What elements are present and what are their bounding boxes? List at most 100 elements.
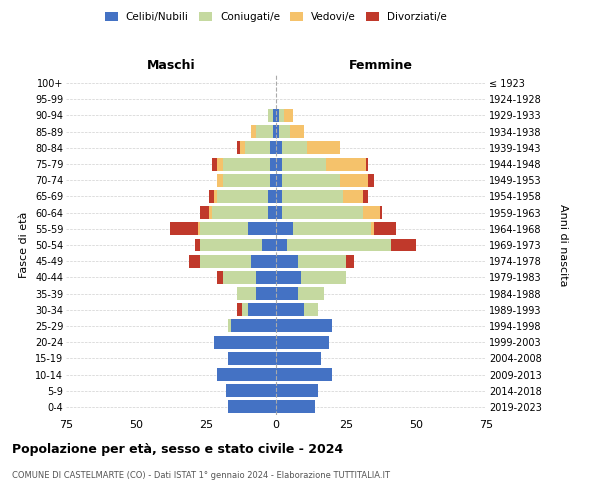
Bar	[276, 190, 281, 203]
Bar	[200, 206, 209, 219]
Bar	[273, 109, 276, 122]
Bar	[189, 254, 200, 268]
Text: Popolazione per età, sesso e stato civile - 2024: Popolazione per età, sesso e stato civil…	[12, 442, 343, 456]
Bar	[276, 142, 281, 154]
Bar	[170, 222, 197, 235]
Bar	[281, 174, 340, 186]
Bar	[371, 222, 374, 235]
Bar	[200, 238, 262, 252]
Bar	[197, 222, 200, 235]
Y-axis label: Anni di nascita: Anni di nascita	[559, 204, 568, 286]
Bar	[217, 174, 223, 186]
Bar	[276, 384, 318, 397]
Bar	[281, 206, 363, 219]
Bar	[276, 400, 315, 413]
Bar	[223, 271, 256, 284]
Bar	[209, 190, 214, 203]
Bar	[217, 271, 223, 284]
Bar	[307, 142, 340, 154]
Bar	[229, 320, 231, 332]
Bar	[229, 400, 276, 413]
Bar	[195, 238, 200, 252]
Bar	[374, 222, 397, 235]
Bar	[223, 158, 271, 170]
Bar	[281, 158, 326, 170]
Bar	[343, 190, 363, 203]
Bar	[276, 254, 298, 268]
Bar	[279, 109, 284, 122]
Bar	[298, 287, 323, 300]
Bar	[368, 174, 374, 186]
Bar	[271, 142, 276, 154]
Bar	[290, 125, 304, 138]
Bar	[237, 287, 256, 300]
Bar	[229, 352, 276, 365]
Bar	[256, 125, 273, 138]
Bar	[281, 142, 307, 154]
Text: Maschi: Maschi	[146, 59, 196, 72]
Bar	[298, 254, 346, 268]
Bar	[276, 174, 281, 186]
Bar	[268, 190, 276, 203]
Bar	[276, 125, 279, 138]
Bar	[276, 206, 281, 219]
Bar	[217, 368, 276, 381]
Bar	[217, 158, 223, 170]
Bar	[214, 190, 217, 203]
Bar	[346, 254, 355, 268]
Bar	[237, 142, 239, 154]
Legend: Celibi/Nubili, Coniugati/e, Vedovi/e, Divorziati/e: Celibi/Nubili, Coniugati/e, Vedovi/e, Di…	[101, 8, 451, 26]
Bar	[256, 287, 276, 300]
Bar	[281, 190, 343, 203]
Bar	[276, 336, 329, 348]
Bar	[248, 222, 276, 235]
Text: Femmine: Femmine	[349, 59, 413, 72]
Bar	[284, 109, 293, 122]
Bar	[212, 206, 268, 219]
Bar	[256, 271, 276, 284]
Bar	[245, 142, 271, 154]
Bar	[200, 222, 248, 235]
Bar	[271, 158, 276, 170]
Bar	[304, 304, 318, 316]
Bar	[214, 336, 276, 348]
Text: COMUNE DI CASTELMARTE (CO) - Dati ISTAT 1° gennaio 2024 - Elaborazione TUTTITALI: COMUNE DI CASTELMARTE (CO) - Dati ISTAT …	[12, 471, 390, 480]
Bar	[276, 271, 301, 284]
Bar	[223, 174, 271, 186]
Bar	[262, 238, 276, 252]
Bar	[276, 222, 293, 235]
Bar	[273, 125, 276, 138]
Bar	[391, 238, 416, 252]
Bar	[276, 352, 321, 365]
Bar	[363, 190, 368, 203]
Bar	[239, 142, 245, 154]
Bar	[268, 206, 276, 219]
Bar	[276, 238, 287, 252]
Bar	[200, 254, 251, 268]
Bar	[301, 271, 346, 284]
Bar	[276, 304, 304, 316]
Bar	[231, 320, 276, 332]
Bar	[268, 109, 273, 122]
Bar	[251, 125, 256, 138]
Bar	[276, 158, 281, 170]
Bar	[380, 206, 382, 219]
Bar	[212, 158, 217, 170]
Bar	[276, 368, 332, 381]
Bar	[276, 320, 332, 332]
Bar	[248, 304, 276, 316]
Bar	[326, 158, 365, 170]
Bar	[287, 238, 391, 252]
Y-axis label: Fasce di età: Fasce di età	[19, 212, 29, 278]
Bar	[276, 109, 279, 122]
Bar	[271, 174, 276, 186]
Bar	[279, 125, 290, 138]
Bar	[226, 384, 276, 397]
Bar	[209, 206, 212, 219]
Bar	[242, 304, 248, 316]
Bar	[276, 287, 298, 300]
Bar	[251, 254, 276, 268]
Bar	[237, 304, 242, 316]
Bar	[365, 158, 368, 170]
Bar	[340, 174, 368, 186]
